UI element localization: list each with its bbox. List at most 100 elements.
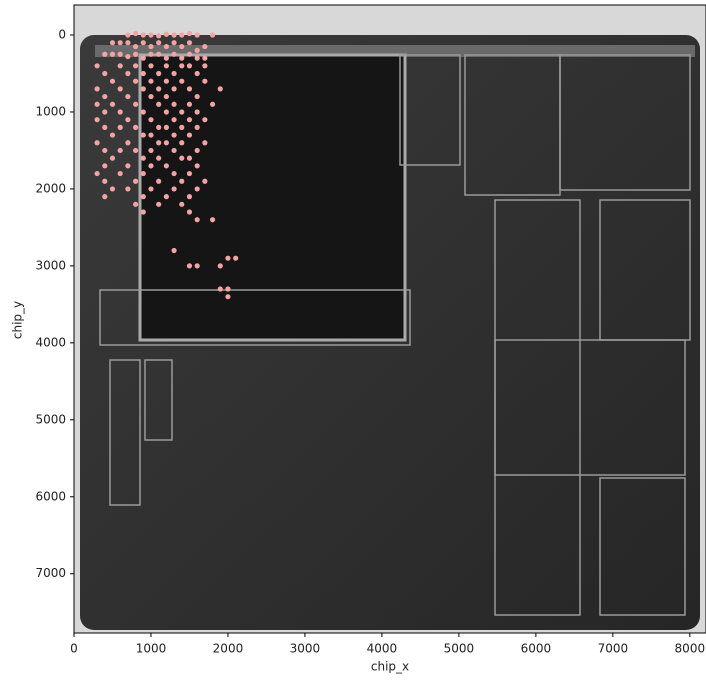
point (202, 140, 207, 145)
point (210, 217, 215, 222)
point (125, 140, 130, 145)
point (164, 109, 169, 114)
point (195, 48, 200, 53)
point (164, 79, 169, 84)
point (171, 32, 176, 37)
point (179, 109, 184, 114)
point (187, 63, 192, 68)
point (179, 140, 184, 145)
point (141, 56, 146, 61)
point (94, 102, 99, 107)
point (202, 63, 207, 68)
point (164, 125, 169, 130)
point (125, 94, 130, 99)
point (164, 44, 169, 49)
point (187, 171, 192, 176)
point (164, 32, 169, 37)
x-tick-label: 3000 (290, 642, 321, 656)
point (148, 94, 153, 99)
point (118, 40, 123, 45)
point (225, 256, 230, 261)
point (125, 71, 130, 76)
point (187, 102, 192, 107)
point (110, 52, 115, 57)
point (141, 32, 146, 37)
point (148, 44, 153, 49)
point (148, 52, 153, 57)
x-axis-label: chip_x (371, 660, 409, 674)
point (171, 86, 176, 91)
point (102, 125, 107, 130)
point (218, 86, 223, 91)
y-tick-label: 0 (58, 28, 66, 42)
point (148, 163, 153, 168)
point (187, 194, 192, 199)
point (225, 294, 230, 299)
point (179, 202, 184, 207)
point (179, 32, 184, 37)
point (110, 102, 115, 107)
point (187, 117, 192, 122)
point (195, 32, 200, 37)
point (133, 102, 138, 107)
point (179, 179, 184, 184)
point (156, 52, 161, 57)
point (233, 256, 238, 261)
y-tick-label: 2000 (35, 181, 66, 195)
y-tick-label: 3000 (35, 258, 66, 272)
point (133, 148, 138, 153)
point (202, 117, 207, 122)
point (94, 86, 99, 91)
point (187, 209, 192, 214)
point (141, 109, 146, 114)
point (164, 63, 169, 68)
y-axis-label: chip_y (11, 301, 25, 339)
point (218, 286, 223, 291)
point (141, 71, 146, 76)
point (171, 102, 176, 107)
y-tick-label: 4000 (35, 335, 66, 349)
point (141, 156, 146, 161)
point (171, 186, 176, 191)
y-tick-label: 1000 (35, 104, 66, 118)
point (133, 125, 138, 130)
point (195, 56, 200, 61)
point (187, 132, 192, 137)
point (118, 86, 123, 91)
point (148, 63, 153, 68)
point (195, 71, 200, 76)
chip-image (74, 5, 706, 633)
x-tick-label: 0 (70, 642, 78, 656)
point (164, 163, 169, 168)
point (179, 56, 184, 61)
point (148, 148, 153, 153)
point (195, 186, 200, 191)
point (102, 94, 107, 99)
point (102, 194, 107, 199)
point (94, 63, 99, 68)
point (171, 248, 176, 253)
point (133, 63, 138, 68)
point (133, 52, 138, 57)
point (118, 63, 123, 68)
point (156, 86, 161, 91)
point (148, 117, 153, 122)
point (210, 32, 215, 37)
x-tick-label: 8000 (675, 642, 706, 656)
point (187, 40, 192, 45)
y-tick-label: 7000 (35, 566, 66, 580)
point (202, 44, 207, 49)
point (133, 31, 138, 36)
point (118, 148, 123, 153)
point (94, 171, 99, 176)
point (195, 109, 200, 114)
y-tick-label: 5000 (35, 412, 66, 426)
point (102, 52, 107, 57)
x-tick-label: 4000 (367, 642, 398, 656)
point (156, 33, 161, 38)
point (141, 40, 146, 45)
point (141, 209, 146, 214)
point (148, 32, 153, 37)
point (187, 86, 192, 91)
point (171, 71, 176, 76)
